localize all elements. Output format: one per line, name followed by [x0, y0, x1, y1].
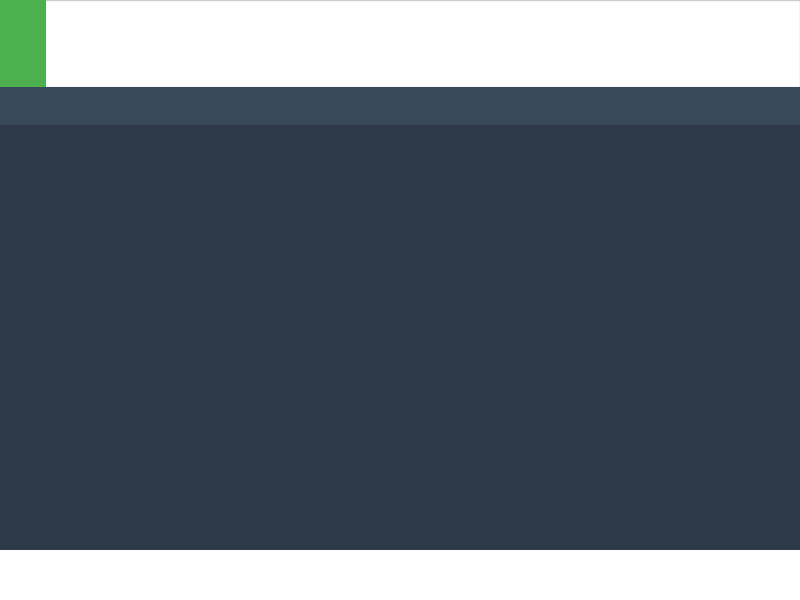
Text: has shown to have between $-1.64 and: has shown to have between $-1.64 and [352, 13, 586, 25]
Text: $6.16: $6.16 [640, 13, 678, 25]
Text: vi: vi [103, 567, 113, 577]
Text: vi: vi [256, 14, 264, 23]
Text: vi: vi [474, 58, 482, 67]
Circle shape [375, 34, 389, 48]
Text: ▾: ▾ [624, 101, 628, 110]
Text: social proof: social proof [270, 13, 348, 25]
Circle shape [17, 561, 39, 583]
FancyBboxPatch shape [13, 92, 127, 120]
Text: CUMULATIVE: CUMULATIVE [536, 101, 606, 111]
Circle shape [253, 12, 267, 26]
Text: ALL VISITORS: ALL VISITORS [654, 101, 728, 111]
Text: ⚙ ▾: ⚙ ▾ [765, 8, 784, 18]
Text: JUN 17, 2015 - JUN 27, 2015: JUN 17, 2015 - JUN 27, 2015 [153, 101, 301, 110]
Text: better revenue per: better revenue per [675, 13, 787, 25]
Text: Website.: Website. [392, 34, 450, 47]
Circle shape [471, 56, 485, 70]
FancyBboxPatch shape [133, 92, 331, 120]
Text: c: c [25, 567, 31, 577]
Text: Recommended action:: Recommended action: [58, 56, 206, 70]
Text: Discard all other variations and go with: Discard all other variations and go with [200, 56, 434, 70]
Text: social proof: social proof [488, 56, 566, 70]
Circle shape [764, 98, 780, 114]
Text: social proof: social proof [124, 565, 196, 578]
Text: ↑: ↑ [306, 540, 314, 550]
Circle shape [767, 99, 781, 113]
Text: 👍: 👍 [16, 34, 30, 54]
FancyBboxPatch shape [641, 92, 751, 120]
Text: c: c [380, 37, 384, 46]
FancyBboxPatch shape [397, 509, 547, 539]
Circle shape [97, 561, 119, 583]
Text: Website: Website [44, 565, 94, 578]
Text: We have a Smart Decision!: We have a Smart Decision! [58, 13, 218, 25]
Text: DATE RANGE GRAPH: DATE RANGE GRAPH [419, 519, 525, 529]
FancyBboxPatch shape [519, 92, 633, 120]
FancyBboxPatch shape [229, 509, 391, 539]
Text: visitor than all other variations including: visitor than all other variations includ… [58, 34, 299, 47]
Text: ▾: ▾ [118, 101, 122, 110]
Y-axis label: CONVERSIONS: CONVERSIONS [22, 260, 33, 325]
Text: ▾: ▾ [742, 101, 746, 110]
Text: CURRENT SNAPSHOT: CURRENT SNAPSHOT [255, 519, 365, 529]
Text: CONVERSIONS: CONVERSIONS [26, 101, 105, 111]
Text: ▾: ▾ [322, 101, 326, 110]
